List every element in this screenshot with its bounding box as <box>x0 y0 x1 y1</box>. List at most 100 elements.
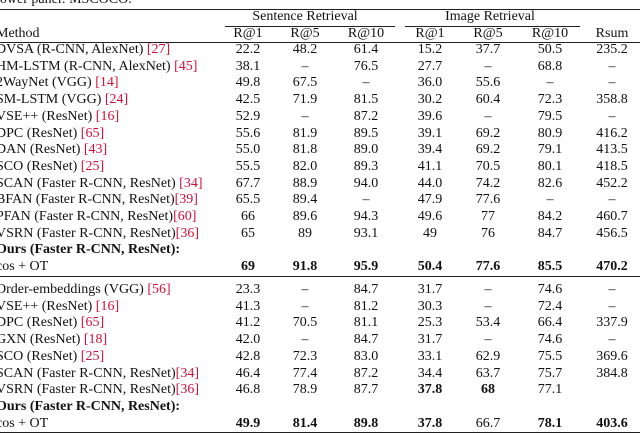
score-cell: 79.5 <box>537 108 563 124</box>
score-cell: 83.0 <box>353 348 379 364</box>
method-name: VSRN (Faster R-CNN, ResNet) <box>0 382 176 398</box>
score-cell: 68 <box>481 382 495 398</box>
method-cell: GXN (ResNet) [18] <box>0 331 107 349</box>
method-name: SCAN (Faster R-CNN, ResNet) <box>0 365 176 381</box>
section-rule <box>0 276 640 277</box>
score-cell: 55.5 <box>235 158 261 174</box>
score-cell: 46.8 <box>235 382 261 398</box>
score-cell: 23.3 <box>235 282 261 297</box>
score-cell: 63.7 <box>475 365 501 381</box>
score-cell: 416.2 <box>596 125 628 141</box>
score-cell: – <box>608 75 616 91</box>
score-cell: 77.6 <box>475 192 501 208</box>
column-header: Method <box>0 26 40 41</box>
score-cell: 72.4 <box>537 298 563 314</box>
score-cell: 89.8 <box>353 415 379 431</box>
method-cell: VSRN (Faster R-CNN, ResNet)[36] <box>0 381 199 399</box>
score-cell: 76.5 <box>353 58 379 74</box>
score-cell: – <box>301 282 309 297</box>
method-name: SM-LSTM (VGG) <box>0 92 105 108</box>
score-cell: – <box>301 298 309 314</box>
column-header: R@5 <box>473 26 503 41</box>
group-rule <box>405 26 580 27</box>
score-cell: 69.2 <box>475 125 501 141</box>
score-cell: 75.5 <box>537 348 563 364</box>
score-cell: 78.1 <box>537 415 563 431</box>
method-name: DPC (ResNet) <box>0 125 81 141</box>
method-cell: cos + OT <box>0 258 48 276</box>
score-cell: – <box>484 108 492 124</box>
column-header: R@1 <box>233 26 263 41</box>
method-cell: Ours (Faster R-CNN, ResNet): <box>0 241 180 259</box>
score-cell: 49 <box>423 225 437 241</box>
score-cell: 38.1 <box>235 58 261 74</box>
score-cell: 50.5 <box>537 42 563 57</box>
score-cell: 41.1 <box>417 158 443 174</box>
score-cell: 81.9 <box>292 125 318 141</box>
score-cell: 48.2 <box>292 42 318 57</box>
score-cell: 62.9 <box>475 348 501 364</box>
score-cell: – <box>608 192 616 208</box>
bottom-rule <box>0 432 640 433</box>
method-cell: SCAN (Faster R-CNN, ResNet) [34] <box>0 175 202 193</box>
score-cell: 88.9 <box>292 175 318 191</box>
score-cell: 66 <box>241 209 255 224</box>
score-cell: 61.4 <box>353 42 379 57</box>
score-cell: 82.6 <box>537 175 563 191</box>
score-cell: 50.4 <box>417 259 443 275</box>
score-cell: 55.0 <box>235 142 261 158</box>
score-cell: 70.5 <box>475 158 501 174</box>
method-cell: VSE++ (ResNet) [16] <box>0 298 119 316</box>
score-cell: 37.8 <box>417 415 443 431</box>
score-cell: 44.0 <box>417 175 443 191</box>
score-cell: 41.3 <box>235 298 261 314</box>
score-cell: 87.2 <box>353 108 379 124</box>
method-name: VSRN (Faster R-CNN, ResNet) <box>0 225 176 241</box>
citation: [65] <box>80 125 105 141</box>
citation: [43] <box>83 142 108 158</box>
method-cell: DAN (ResNet) [43] <box>0 141 107 159</box>
citation: [34] <box>179 175 203 191</box>
score-cell: 84.7 <box>353 282 379 297</box>
score-cell: 52.9 <box>235 108 261 124</box>
score-cell: 60.4 <box>475 92 501 108</box>
score-cell: 71.9 <box>292 92 318 108</box>
method-cell: DVSA (R-CNN, AlexNet) [27] <box>0 41 170 59</box>
score-cell: – <box>301 58 309 74</box>
citation: [24] <box>104 92 129 108</box>
method-cell: VSRN (Faster R-CNN, ResNet)[36] <box>0 225 199 243</box>
score-cell: 74.2 <box>475 175 501 191</box>
score-cell: 72.3 <box>537 92 563 108</box>
column-header: Rsum <box>595 26 629 41</box>
score-cell: 89.5 <box>353 125 379 141</box>
score-cell: 87.7 <box>353 382 379 398</box>
score-cell: 80.1 <box>537 158 563 174</box>
score-cell: 337.9 <box>596 315 628 331</box>
score-cell: 41.2 <box>235 315 261 331</box>
score-cell: – <box>608 58 616 74</box>
citation: [36] <box>175 382 199 398</box>
method-cell: DPC (ResNet) [65] <box>0 125 104 143</box>
score-cell: 81.1 <box>353 315 379 331</box>
column-header: R@5 <box>290 26 320 41</box>
score-cell: 456.5 <box>596 225 628 241</box>
score-cell: 85.5 <box>537 259 563 275</box>
score-cell: – <box>484 58 492 74</box>
score-cell: – <box>608 332 616 348</box>
score-cell: 72.3 <box>292 348 318 364</box>
citation: [45] <box>174 58 198 74</box>
header-rule <box>0 42 640 43</box>
score-cell: 66.7 <box>475 415 501 431</box>
method-name: VSE++ (ResNet) <box>0 298 96 314</box>
method-cell: PFAN (Faster R-CNN, ResNet)[60] <box>0 208 196 226</box>
method-name: PFAN (Faster R-CNN, ResNet) <box>0 209 174 224</box>
score-cell: 89 <box>298 225 312 241</box>
score-cell: 358.8 <box>596 92 628 108</box>
method-name: DPC (ResNet) <box>0 315 81 331</box>
score-cell: – <box>484 298 492 314</box>
score-cell: – <box>608 108 616 124</box>
score-cell: 49.9 <box>235 415 261 431</box>
score-cell: 25.3 <box>417 315 443 331</box>
score-cell: 66.4 <box>537 315 563 331</box>
score-cell: 79.1 <box>537 142 563 158</box>
